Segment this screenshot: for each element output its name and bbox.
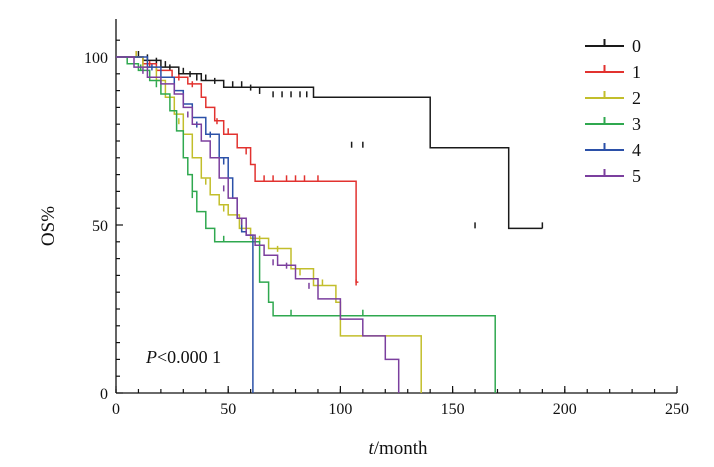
y-axis-title: OS% — [38, 206, 59, 246]
legend-item-5: 5 — [585, 166, 641, 186]
x-axis-title-rest: /month — [374, 438, 428, 459]
series-layer — [116, 51, 544, 393]
legend-item-0: 0 — [585, 36, 641, 56]
series-3 — [116, 56, 496, 393]
p-italic: P — [145, 347, 157, 367]
p-value-text: <0.000 1 — [157, 347, 221, 367]
series-1 — [116, 51, 359, 286]
legend-item-2: 2 — [585, 88, 641, 108]
y-tick-label: 100 — [84, 50, 108, 67]
legend-label: 3 — [632, 114, 641, 134]
x-axis-title: t/month — [368, 438, 428, 459]
survival-curve-1 — [116, 56, 359, 283]
legend: 0 1 2 3 4 5 — [585, 36, 641, 186]
legend-label: 5 — [632, 166, 641, 186]
x-tick-label: 0 — [112, 401, 120, 418]
legend-item-4: 4 — [585, 140, 641, 160]
legend-label: 2 — [632, 88, 641, 108]
x-tick-label: 50 — [220, 401, 236, 418]
y-tick-label: 0 — [100, 386, 108, 403]
legend-item-3: 3 — [585, 114, 641, 134]
p-value-annotation: P<0.000 1 — [145, 347, 221, 367]
x-axis-title-italic: t — [368, 438, 374, 459]
survival-curve-2 — [116, 56, 422, 393]
x-tick-label: 150 — [441, 401, 465, 418]
legend-item-1: 1 — [585, 62, 641, 82]
series-2 — [116, 51, 422, 393]
series-5 — [116, 56, 400, 393]
legend-label: 4 — [632, 140, 641, 160]
x-tick-label: 250 — [665, 401, 689, 418]
survival-curve-5 — [116, 56, 400, 393]
x-tick-label: 200 — [553, 401, 577, 418]
survival-curve-0 — [116, 56, 543, 230]
legend-label: 1 — [632, 62, 641, 82]
legend-label: 0 — [632, 36, 641, 56]
x-tick-label: 100 — [328, 401, 352, 418]
y-tick-label: 50 — [92, 218, 108, 235]
survival-curve-3 — [116, 56, 496, 393]
